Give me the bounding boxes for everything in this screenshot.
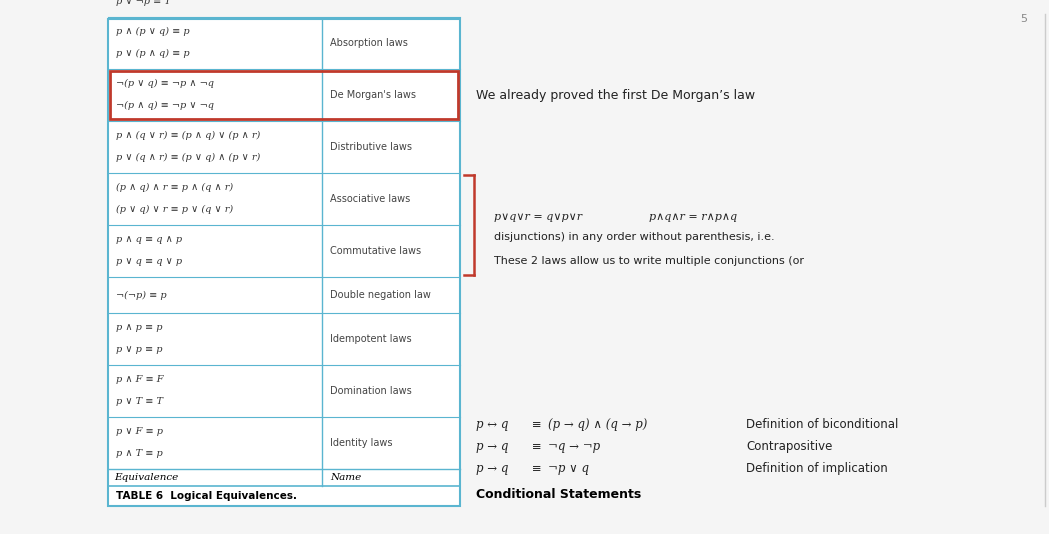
Text: p ∧ T ≡ p: p ∧ T ≡ p [116,449,163,458]
Text: p ↔ q: p ↔ q [476,418,509,431]
Text: p ∨ F ≡ p: p ∨ F ≡ p [116,427,163,436]
Bar [108,19,461,506]
Text: ¬p ∨ q: ¬p ∨ q [548,462,588,475]
Text: ≡: ≡ [528,440,545,453]
Text: p ∨ q ≡ q ∨ p: p ∨ q ≡ q ∨ p [116,257,183,266]
Text: p ∨ p ≡ p: p ∨ p ≡ p [116,345,163,354]
Text: 5: 5 [1020,14,1027,24]
Text: (p ∨ q) ∨ r ≡ p ∨ (q ∨ r): (p ∨ q) ∨ r ≡ p ∨ (q ∨ r) [116,205,233,214]
Text: p ∨ ¬p ≡ T: p ∨ ¬p ≡ T [116,0,171,6]
Text: ¬q → ¬p: ¬q → ¬p [548,440,600,453]
Text: We already proved the first De Morgan’s law: We already proved the first De Morgan’s … [476,89,755,101]
Text: Distributive laws: Distributive laws [330,142,412,152]
Text: Identity laws: Identity laws [330,438,392,448]
Text: ¬(¬p) ≡ p: ¬(¬p) ≡ p [116,290,167,300]
Text: Definition of implication: Definition of implication [746,462,887,475]
Text: p ∨ (q ∧ r) ≡ (p ∨ q) ∧ (p ∨ r): p ∨ (q ∧ r) ≡ (p ∨ q) ∧ (p ∨ r) [116,153,260,162]
Text: p ∧ (p ∨ q) ≡ p: p ∧ (p ∨ q) ≡ p [116,27,190,36]
Text: TABLE 6: TABLE 6 [116,491,164,501]
Text: Associative laws: Associative laws [330,194,410,204]
Text: p∧q∧r = r∧p∧q: p∧q∧r = r∧p∧q [649,212,737,222]
Text: disjunctions) in any order without parenthesis, i.e.: disjunctions) in any order without paren… [494,232,774,242]
Text: p ∧ (q ∨ r) ≡ (p ∧ q) ∨ (p ∧ r): p ∧ (q ∨ r) ≡ (p ∧ q) ∨ (p ∧ r) [116,131,260,140]
Text: ≡: ≡ [528,418,545,431]
Text: These 2 laws allow us to write multiple conjunctions (or: These 2 laws allow us to write multiple … [494,256,804,266]
Text: Double negation law: Double negation law [330,290,431,300]
Text: ≡: ≡ [528,462,545,475]
Text: Idempotent laws: Idempotent laws [330,334,411,344]
Text: p ∨ T ≡ T: p ∨ T ≡ T [116,397,163,406]
Text: Domination laws: Domination laws [330,386,412,396]
Text: Commutative laws: Commutative laws [330,246,421,256]
Text: p ∧ p ≡ p: p ∧ p ≡ p [116,323,163,332]
Text: Absorption laws: Absorption laws [330,38,408,48]
Text: Definition of biconditional: Definition of biconditional [746,418,898,431]
Text: Name: Name [330,473,361,482]
Text: Contrapositive: Contrapositive [746,440,832,453]
Text: ¬(p ∧ q) ≡ ¬p ∨ ¬q: ¬(p ∧ q) ≡ ¬p ∨ ¬q [116,101,214,110]
Bar [110,71,458,119]
Text: p → q: p → q [476,440,509,453]
Text: ¬(p ∨ q) ≡ ¬p ∧ ¬q: ¬(p ∨ q) ≡ ¬p ∧ ¬q [116,79,214,88]
Text: p∨q∨r = q∨p∨r: p∨q∨r = q∨p∨r [494,212,582,222]
Text: Conditional Statements: Conditional Statements [476,488,641,501]
Text: Logical Equivalences.: Logical Equivalences. [163,491,297,501]
Text: (p ∧ q) ∧ r ≡ p ∧ (q ∧ r): (p ∧ q) ∧ r ≡ p ∧ (q ∧ r) [116,183,233,192]
Text: p → q: p → q [476,462,509,475]
Text: p ∧ F ≡ F: p ∧ F ≡ F [116,375,164,384]
Text: De Morgan's laws: De Morgan's laws [330,90,416,100]
Text: p ∧ q ≡ q ∧ p: p ∧ q ≡ q ∧ p [116,235,183,244]
Text: Equivalence: Equivalence [114,473,178,482]
Text: p ∨ (p ∧ q) ≡ p: p ∨ (p ∧ q) ≡ p [116,49,190,58]
Text: (p → q) ∧ (q → p): (p → q) ∧ (q → p) [548,418,647,431]
